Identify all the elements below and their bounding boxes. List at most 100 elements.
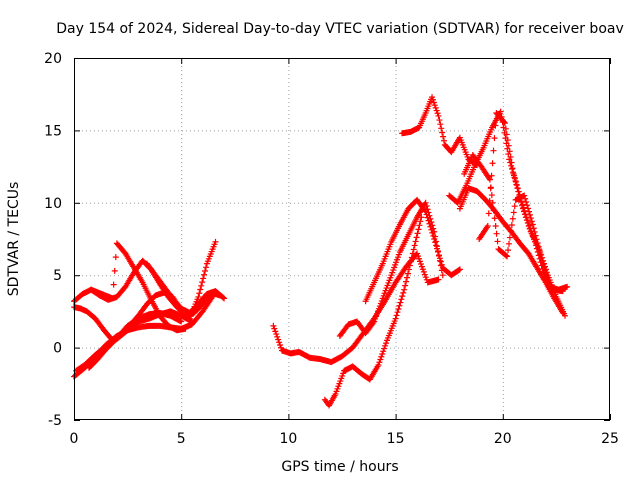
data-point — [486, 176, 493, 183]
data-point — [109, 295, 116, 302]
x-tick-label: 25 — [601, 431, 619, 447]
data-point — [188, 318, 195, 325]
data-point — [491, 215, 498, 222]
series-arc6 — [73, 308, 195, 374]
data-point — [419, 266, 426, 273]
data-point — [536, 246, 543, 253]
data-point — [197, 286, 204, 293]
data-point — [201, 271, 208, 278]
data-point — [512, 177, 519, 184]
data-point — [511, 174, 518, 181]
data-point — [111, 267, 118, 274]
series-arc5 — [88, 240, 189, 334]
data-point — [394, 309, 401, 316]
data-point — [397, 299, 404, 306]
data-point — [275, 336, 282, 343]
data-point — [456, 266, 463, 273]
data-point — [514, 184, 521, 191]
data-point — [435, 276, 442, 283]
grid-lines — [74, 58, 610, 420]
data-point — [272, 328, 279, 335]
data-point — [539, 254, 546, 261]
data-point — [428, 226, 435, 233]
data-point — [543, 269, 550, 276]
data-point — [398, 296, 405, 303]
data-point — [436, 117, 443, 124]
data-point — [422, 274, 429, 281]
data-markers — [71, 94, 571, 409]
data-point — [202, 268, 209, 275]
data-point — [515, 188, 522, 195]
data-point — [278, 344, 285, 351]
data-point — [490, 207, 497, 214]
data-point — [276, 339, 283, 346]
data-point — [370, 319, 377, 326]
data-point — [500, 119, 507, 126]
y-tick-label: 15 — [44, 123, 62, 139]
data-point — [520, 205, 527, 212]
data-point — [541, 263, 548, 270]
data-point — [525, 205, 532, 212]
data-point — [274, 333, 281, 340]
data-point — [504, 137, 511, 144]
data-point — [440, 137, 447, 144]
data-point — [503, 131, 510, 138]
data-point — [516, 192, 523, 199]
data-point — [494, 238, 501, 245]
data-point — [399, 293, 406, 300]
data-point — [526, 208, 533, 215]
x-axis-label: GPS time / hours — [281, 459, 398, 475]
data-point — [491, 135, 498, 142]
data-point — [273, 331, 280, 338]
data-point — [417, 261, 424, 268]
data-point — [505, 247, 512, 254]
data-point — [484, 222, 491, 229]
data-point — [416, 222, 423, 229]
data-point — [503, 252, 510, 259]
data-point — [408, 254, 415, 261]
data-point — [378, 353, 385, 360]
data-point — [434, 245, 441, 252]
data-point — [505, 142, 512, 149]
data-point — [414, 230, 421, 237]
data-point — [507, 228, 514, 235]
data-point — [530, 225, 537, 232]
series-arc16 — [476, 110, 568, 319]
data-point — [112, 254, 119, 261]
series-arc8 — [270, 250, 442, 366]
data-point — [439, 272, 446, 279]
data-point — [379, 351, 386, 358]
data-point — [440, 133, 447, 140]
data-point — [110, 281, 117, 288]
data-point — [421, 207, 428, 214]
data-point — [522, 195, 529, 202]
data-point — [432, 239, 439, 246]
data-point — [564, 283, 571, 290]
data-point — [409, 250, 416, 257]
data-point — [538, 251, 545, 258]
data-point — [455, 267, 462, 274]
chart-title: Day 154 of 2024, Sidereal Day-to-day VTE… — [56, 21, 624, 37]
data-point — [375, 361, 382, 368]
y-tick-label: -5 — [48, 413, 62, 429]
data-point — [497, 108, 504, 115]
series-arc15 — [461, 152, 571, 293]
data-point — [395, 305, 402, 312]
data-point — [422, 199, 429, 206]
data-point — [486, 197, 493, 204]
data-point — [415, 253, 422, 260]
data-point — [521, 192, 528, 199]
data-point — [277, 342, 284, 349]
data-point — [527, 215, 534, 222]
data-point — [513, 181, 520, 188]
data-point — [200, 275, 207, 282]
x-tick-label: 5 — [177, 431, 186, 447]
data-point — [542, 266, 549, 273]
data-point — [406, 262, 413, 269]
data-point — [492, 222, 499, 229]
data-point — [420, 268, 427, 275]
y-tick-label: 5 — [53, 268, 62, 284]
data-point — [435, 252, 442, 259]
data-point — [510, 209, 517, 216]
